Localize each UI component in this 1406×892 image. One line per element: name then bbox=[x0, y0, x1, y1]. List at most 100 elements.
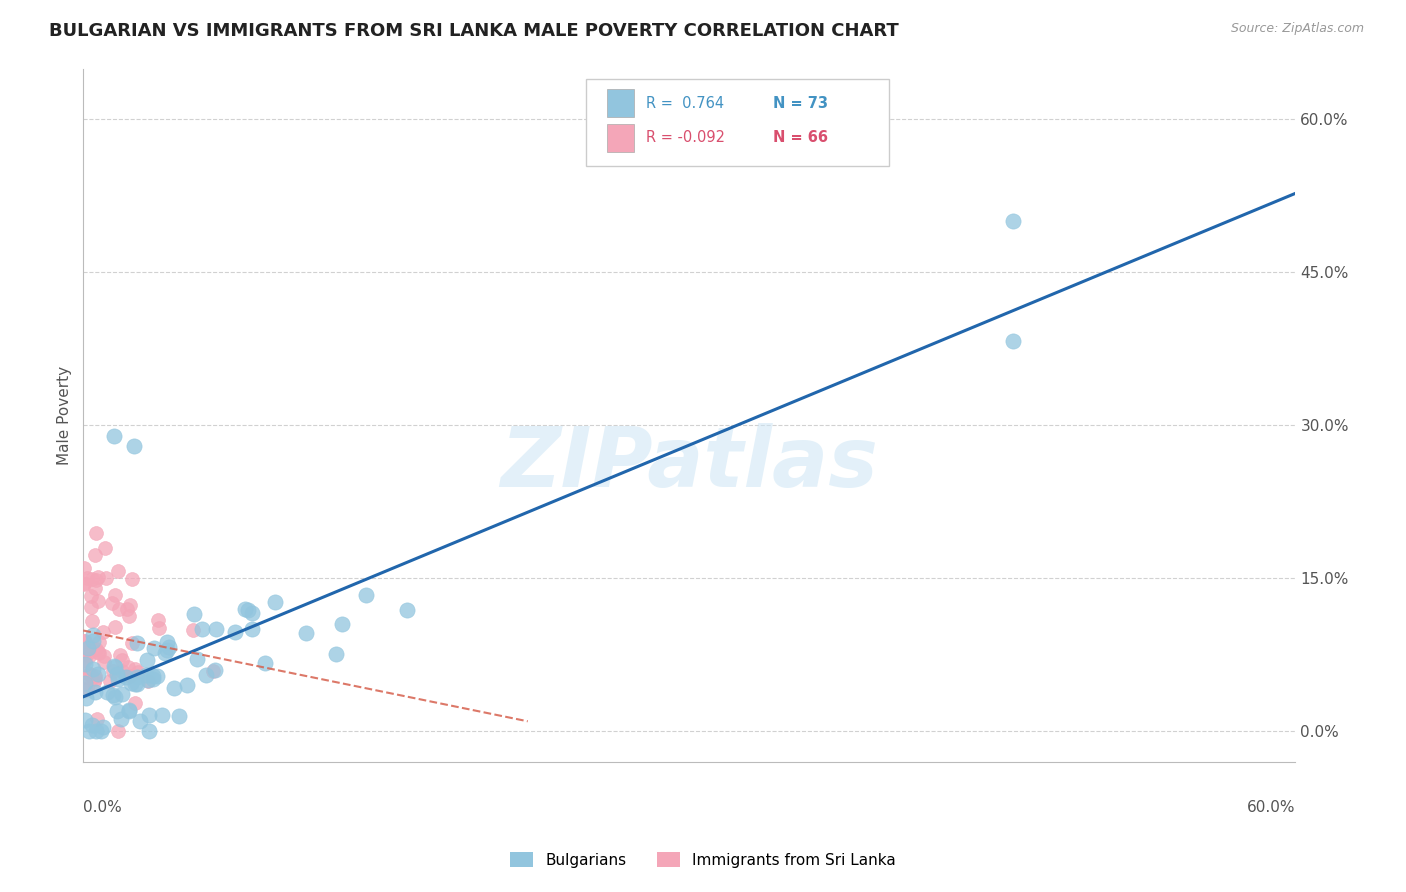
Point bbox=[224, 625, 246, 640]
Point bbox=[194, 668, 217, 682]
Point bbox=[84, 526, 107, 541]
Point bbox=[176, 678, 198, 692]
Point bbox=[84, 573, 107, 587]
Point bbox=[82, 628, 104, 642]
Y-axis label: Male Poverty: Male Poverty bbox=[58, 366, 72, 465]
Point bbox=[83, 673, 105, 687]
Point bbox=[136, 673, 159, 688]
Point bbox=[148, 613, 170, 627]
Point bbox=[117, 660, 139, 674]
Text: R =  0.764: R = 0.764 bbox=[645, 95, 724, 111]
Point bbox=[138, 708, 160, 723]
Point bbox=[73, 633, 96, 648]
Point bbox=[87, 644, 110, 658]
Point bbox=[124, 663, 146, 677]
Point bbox=[73, 653, 96, 667]
Point bbox=[118, 704, 141, 718]
Point bbox=[127, 677, 149, 691]
Point bbox=[87, 666, 110, 681]
Point bbox=[107, 724, 129, 739]
Point bbox=[125, 636, 148, 650]
Text: R = -0.092: R = -0.092 bbox=[645, 130, 724, 145]
Point bbox=[121, 572, 143, 586]
Point bbox=[87, 634, 110, 648]
Point bbox=[202, 664, 225, 678]
Point bbox=[101, 664, 124, 678]
Point bbox=[77, 724, 100, 739]
Point bbox=[122, 439, 145, 453]
Point bbox=[98, 674, 121, 689]
Point bbox=[93, 649, 115, 664]
Point bbox=[73, 560, 96, 574]
Point bbox=[181, 624, 204, 638]
Point bbox=[138, 674, 160, 689]
Point bbox=[183, 607, 205, 621]
Point bbox=[115, 602, 138, 616]
Point bbox=[79, 666, 101, 681]
Point bbox=[136, 653, 159, 667]
Point bbox=[143, 640, 166, 655]
Point bbox=[79, 590, 101, 604]
Point bbox=[82, 633, 104, 648]
Point bbox=[156, 634, 179, 648]
Point bbox=[107, 565, 129, 579]
Point bbox=[77, 646, 100, 660]
Point bbox=[150, 708, 173, 723]
Point bbox=[124, 677, 146, 691]
Point bbox=[142, 669, 165, 683]
Point bbox=[87, 570, 110, 584]
Point bbox=[354, 589, 377, 603]
Point bbox=[190, 622, 212, 636]
Point bbox=[107, 704, 129, 718]
Point bbox=[167, 709, 190, 723]
Point bbox=[77, 640, 100, 655]
Point bbox=[236, 603, 259, 617]
Point bbox=[84, 724, 107, 739]
Point bbox=[124, 696, 146, 710]
Point bbox=[120, 676, 142, 690]
Point bbox=[73, 653, 96, 667]
Point bbox=[75, 675, 97, 690]
Point bbox=[395, 603, 418, 617]
Point bbox=[104, 588, 127, 602]
Text: BULGARIAN VS IMMIGRANTS FROM SRI LANKA MALE POVERTY CORRELATION CHART: BULGARIAN VS IMMIGRANTS FROM SRI LANKA M… bbox=[49, 22, 898, 40]
Point bbox=[118, 609, 141, 624]
Point bbox=[153, 646, 176, 660]
Point bbox=[73, 634, 96, 648]
Point bbox=[75, 714, 97, 728]
Point bbox=[118, 598, 141, 612]
Point bbox=[84, 641, 107, 656]
Point bbox=[73, 575, 96, 590]
Point bbox=[83, 685, 105, 699]
Point bbox=[186, 652, 208, 666]
Point bbox=[91, 720, 114, 734]
Point bbox=[264, 595, 287, 609]
Text: 0.0%: 0.0% bbox=[83, 800, 122, 815]
Point bbox=[125, 670, 148, 684]
Point bbox=[127, 665, 149, 679]
Point bbox=[83, 675, 105, 690]
Point bbox=[108, 602, 131, 616]
Point bbox=[96, 684, 118, 698]
Text: 60.0%: 60.0% bbox=[1247, 800, 1295, 815]
Point bbox=[103, 658, 125, 673]
Point bbox=[163, 681, 186, 695]
Point bbox=[110, 712, 132, 726]
Point bbox=[105, 667, 128, 681]
Point bbox=[73, 683, 96, 698]
Point bbox=[104, 620, 127, 634]
Text: ZIPatlas: ZIPatlas bbox=[501, 423, 879, 504]
Point bbox=[129, 714, 152, 728]
Point bbox=[233, 601, 256, 615]
Point bbox=[94, 571, 117, 585]
Point bbox=[80, 668, 103, 682]
Point bbox=[73, 576, 96, 591]
Point bbox=[118, 703, 141, 717]
Point bbox=[148, 622, 170, 636]
Point bbox=[83, 548, 105, 562]
Point bbox=[80, 572, 103, 586]
Point bbox=[104, 660, 127, 674]
Point bbox=[90, 724, 112, 739]
Point bbox=[73, 670, 96, 684]
Text: N = 73: N = 73 bbox=[773, 95, 828, 111]
